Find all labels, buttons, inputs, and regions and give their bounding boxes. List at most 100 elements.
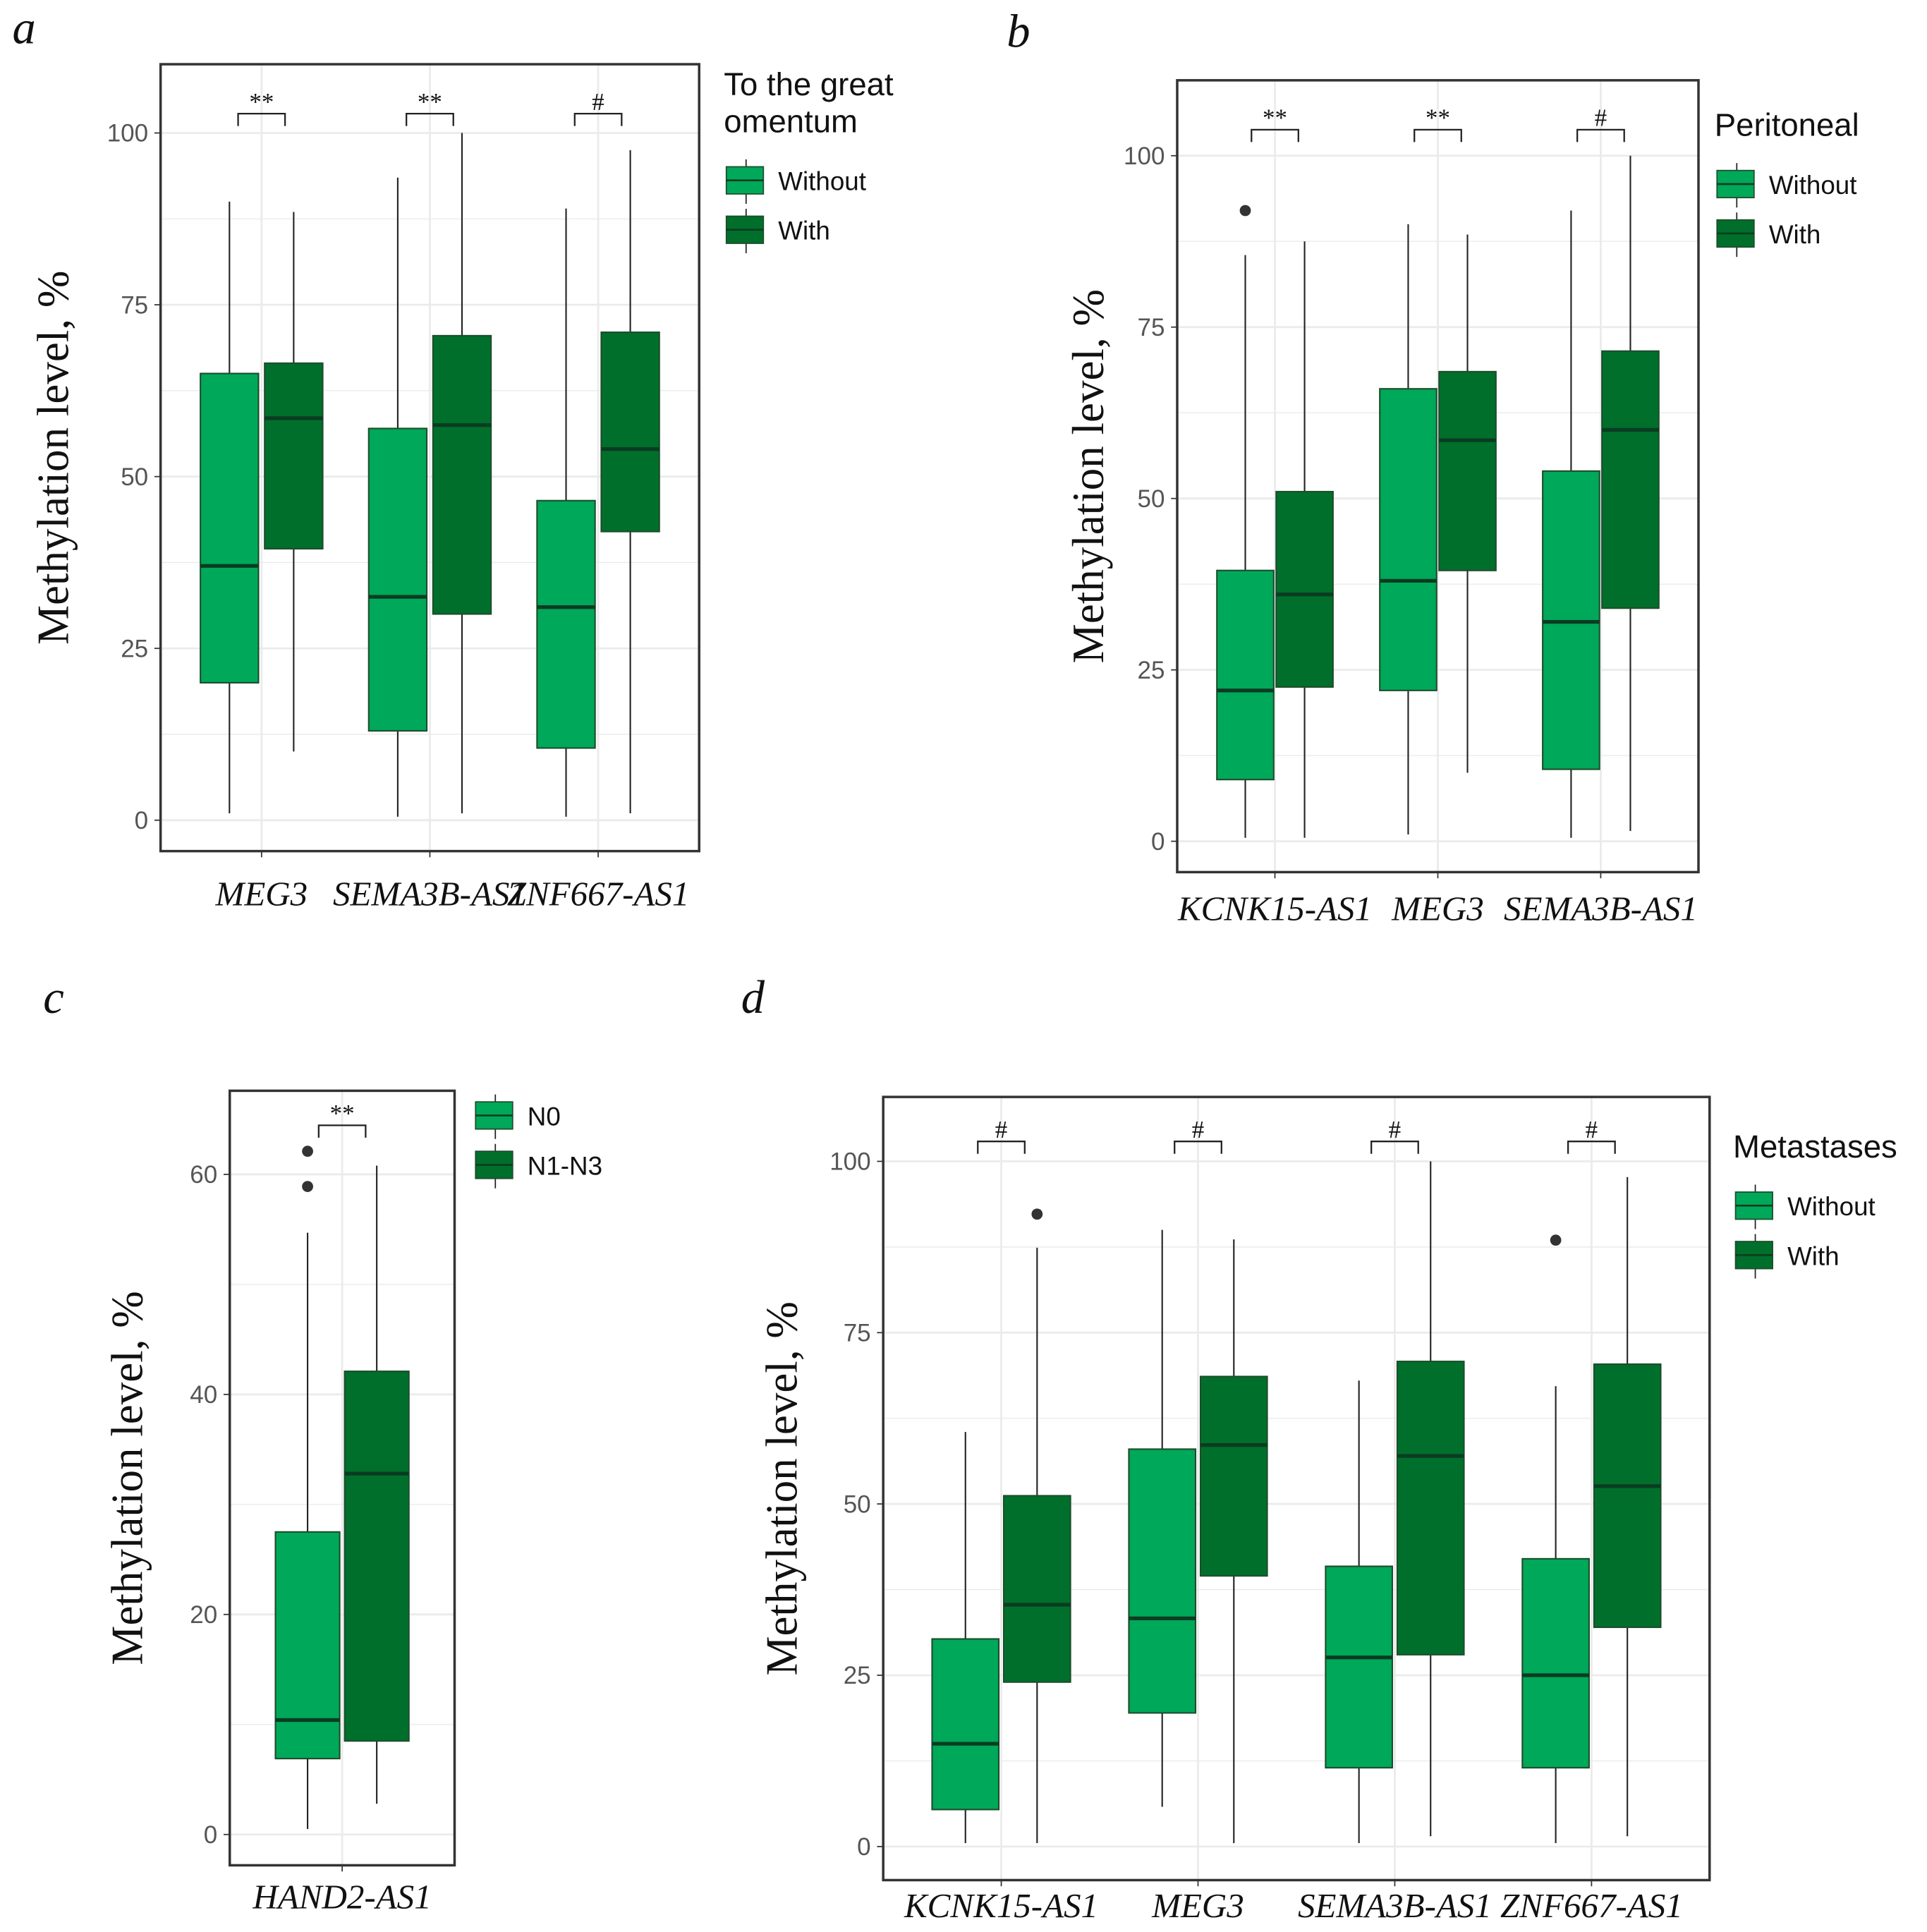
panel-letter: a xyxy=(13,2,36,54)
legend-item-label: With xyxy=(1769,220,1821,249)
x-category-label: HAND2-AS1 xyxy=(252,1878,431,1916)
y-tick-label: 75 xyxy=(1138,314,1165,341)
significance-label: ** xyxy=(418,88,442,116)
significance-label: ** xyxy=(1426,104,1450,132)
panel-letter: b xyxy=(1007,6,1030,58)
legend-title: Peritoneal xyxy=(1715,107,1859,143)
panel-letter: d xyxy=(741,972,765,1023)
y-tick-label: 25 xyxy=(1138,657,1165,684)
plot-frame xyxy=(228,1089,456,1867)
y-tick-label: 25 xyxy=(121,635,148,662)
panel-letter: c xyxy=(43,972,64,1023)
significance-label: # xyxy=(1586,1116,1598,1143)
box-SEMA3B-AS1-With xyxy=(1396,1361,1465,1655)
box-KCNK15-AS1-With xyxy=(1275,490,1334,688)
box-SEMA3B-AS1-With xyxy=(432,334,492,615)
x-category-label: ZNF667-AS1 xyxy=(1500,1886,1683,1925)
box-SEMA3B-AS1-Without xyxy=(367,427,428,732)
y-tick-label: 0 xyxy=(135,807,148,834)
y-tick-label: 50 xyxy=(844,1490,871,1518)
plot-frame xyxy=(1176,79,1700,874)
y-tick-label: 0 xyxy=(204,1821,217,1849)
y-axis-title: Methylation level, % xyxy=(28,271,78,645)
y-tick-label: 100 xyxy=(829,1148,870,1176)
significance-label: # xyxy=(1389,1116,1402,1143)
x-category-label: KCNK15-AS1 xyxy=(904,1886,1098,1925)
legend-item-label: With xyxy=(1787,1241,1840,1270)
significance-label: ** xyxy=(1263,104,1287,132)
x-category-label: SEMA3B-AS1 xyxy=(333,875,527,913)
y-tick-label: 50 xyxy=(1138,485,1165,513)
box-HAND2-AS1-N0 xyxy=(274,1531,341,1760)
outlier-point xyxy=(1239,205,1251,217)
significance-bracket xyxy=(237,112,286,126)
panel-b: b 0 25 50 75 100 ** KCNK15-AS1 ** MEG3 # SEMA3B-AS1… xyxy=(1007,6,1859,928)
box-MEG3-Without xyxy=(200,372,260,684)
significance-bracket xyxy=(317,1124,367,1138)
y-axis-title: Methylation level, % xyxy=(102,1291,152,1665)
outlier-point xyxy=(1550,1234,1562,1246)
y-tick-label: 25 xyxy=(844,1662,871,1689)
significance-label: # xyxy=(1192,1116,1205,1143)
box-MEG3-Without xyxy=(1379,388,1437,691)
panel-c: c 0 20 40 60 ** HAND2-AS1 Methylation level, % N… xyxy=(43,972,602,1916)
box-KCNK15-AS1-Without xyxy=(931,1638,1000,1811)
x-category-label: MEG3 xyxy=(1151,1886,1244,1925)
significance-label: # xyxy=(1595,104,1607,132)
significance-bracket xyxy=(977,1141,1026,1154)
box-MEG3-Without xyxy=(1128,1448,1197,1714)
significance-bracket xyxy=(1567,1141,1616,1154)
outlier-point xyxy=(1031,1208,1043,1220)
x-category-label: KCNK15-AS1 xyxy=(1177,889,1372,928)
significance-bracket xyxy=(1174,1141,1222,1154)
legend-title: To the great omentum xyxy=(724,66,894,140)
plot-frame xyxy=(882,1095,1711,1882)
outlier-point xyxy=(302,1181,313,1192)
significance-label: # xyxy=(592,88,604,116)
panel-d: d 0 25 50 75 100 # KCNK15-AS1 # MEG3 # SEMA3B-AS1 # Z… xyxy=(741,972,1897,1925)
box-MEG3-With xyxy=(1199,1375,1268,1577)
significance-bracket xyxy=(1576,128,1625,142)
legend-item-label: Without xyxy=(1787,1192,1876,1221)
significance-bracket xyxy=(573,112,623,126)
y-tick-label: 0 xyxy=(1151,828,1165,856)
x-category-label: ZNF667-AS1 xyxy=(507,875,690,913)
significance-bracket xyxy=(406,112,454,126)
box-HAND2-AS1-N1-N3 xyxy=(344,1371,410,1742)
legend-item-label: With xyxy=(778,217,830,245)
y-tick-label: 75 xyxy=(121,291,148,319)
panel-a: a 0 25 50 75 100 ** MEG3 ** SEMA3B-AS1 # ZNF667-AS1… xyxy=(13,2,894,913)
significance-bracket xyxy=(1370,1141,1419,1154)
box-ZNF667-AS1-With xyxy=(1593,1363,1662,1629)
x-category-label: SEMA3B-AS1 xyxy=(1298,1886,1492,1925)
y-tick-label: 40 xyxy=(190,1381,217,1409)
box-KCNK15-AS1-With xyxy=(1002,1495,1071,1683)
y-tick-label: 100 xyxy=(1124,142,1165,170)
box-MEG3-With xyxy=(1438,370,1497,571)
box-ZNF667-AS1-With xyxy=(600,331,660,533)
box-SEMA3B-AS1-Without xyxy=(1325,1565,1393,1769)
plot-frame xyxy=(159,63,700,853)
significance-label: # xyxy=(995,1116,1008,1143)
significance-label: ** xyxy=(249,88,274,116)
legend-item-label: Without xyxy=(778,167,866,196)
box-ZNF667-AS1-Without xyxy=(536,499,596,749)
legend-title: Metastases xyxy=(1733,1129,1897,1165)
y-tick-label: 60 xyxy=(190,1161,217,1189)
y-axis-title: Methylation level, % xyxy=(1064,289,1113,663)
box-SEMA3B-AS1-With xyxy=(1601,350,1660,609)
legend-item-label: N0 xyxy=(528,1102,561,1131)
legend-item-label: Without xyxy=(1769,171,1857,200)
y-tick-label: 100 xyxy=(107,120,148,147)
legend-item-label: N1-N3 xyxy=(528,1151,602,1180)
y-tick-label: 0 xyxy=(857,1833,870,1861)
y-tick-label: 75 xyxy=(844,1320,871,1347)
significance-bracket xyxy=(1251,128,1299,142)
y-tick-label: 20 xyxy=(190,1601,217,1629)
y-axis-title: Methylation level, % xyxy=(758,1301,807,1675)
x-category-label: MEG3 xyxy=(1391,889,1484,928)
box-ZNF667-AS1-Without xyxy=(1521,1557,1590,1769)
x-category-label: MEG3 xyxy=(214,875,308,913)
box-MEG3-With xyxy=(264,362,324,549)
